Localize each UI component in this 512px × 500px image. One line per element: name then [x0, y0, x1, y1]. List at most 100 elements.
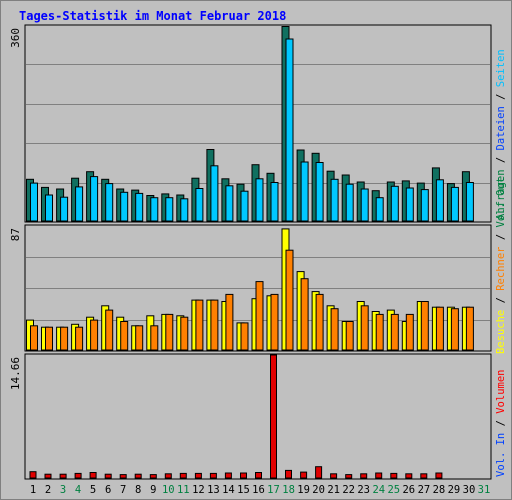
middle-bar-rechner	[420, 301, 429, 351]
middle-bar-rechner	[135, 325, 144, 351]
bottom-bar-volumen	[194, 472, 202, 479]
bottom-bar-volumen	[390, 472, 398, 479]
day-label: 17	[267, 484, 280, 496]
day-label: 12	[192, 484, 205, 496]
top-bar-seiten	[165, 197, 174, 222]
day-label: 8	[135, 484, 141, 496]
day-label: 19	[297, 484, 310, 496]
top-y-max-label: 360	[9, 28, 22, 48]
legend-separator: /	[495, 291, 507, 310]
middle-bar-rechner	[285, 249, 294, 351]
top-bar-seiten	[75, 186, 84, 222]
bottom-bar-volumen	[104, 473, 112, 479]
top-bar-seiten	[45, 194, 53, 222]
day-label: 26	[402, 484, 415, 496]
middle-bar-rechner	[345, 321, 354, 351]
bottom-legend: Vol. In / Volumen	[495, 370, 507, 478]
top-bar-seiten	[390, 185, 399, 222]
top-bar-seiten	[420, 189, 429, 222]
top-bar-seiten	[120, 191, 129, 222]
middle-bar-rechner	[90, 319, 99, 351]
legend-separator: /	[495, 150, 507, 169]
legend-item-besuche: Besuche	[495, 310, 507, 354]
bottom-bar-volumen	[149, 474, 157, 479]
legend-item-vol-in: Vol. In	[495, 433, 507, 477]
middle-bar-rechner	[75, 326, 84, 351]
chart-title: Tages-Statistik im Monat Februar 2018	[19, 9, 287, 23]
middle-bar-rechner	[255, 281, 264, 351]
middle-legend: Besuche / Rechner / Vol. Out	[495, 177, 507, 354]
top-bar-seiten	[225, 185, 234, 222]
bottom-bar-volumen	[179, 472, 187, 479]
top-bar-seiten	[285, 38, 294, 222]
day-label: 13	[207, 484, 220, 496]
day-label: 11	[177, 484, 190, 496]
day-label: 24	[372, 484, 385, 496]
top-bar-seiten	[240, 190, 249, 222]
bottom-bar-volumen	[240, 472, 247, 479]
top-bar-seiten	[315, 162, 324, 222]
bottom-bar-volumen	[345, 474, 353, 479]
middle-bar-rechner	[390, 313, 399, 351]
day-label: 31	[478, 484, 491, 496]
middle-bar-rechner	[330, 308, 339, 351]
bottom-y-max-label: 14.66	[9, 357, 22, 390]
bottom-bar-volumen	[44, 473, 52, 479]
day-label: 15	[237, 484, 250, 496]
middle-bar-rechner	[105, 309, 114, 351]
middle-bar-rechner	[60, 326, 69, 351]
middle-bar-rechner	[165, 313, 174, 351]
top-bar-seiten	[90, 176, 99, 222]
legend-separator: /	[495, 87, 507, 106]
legend-item-rechner: Rechner	[495, 247, 507, 291]
bottom-bar-volumen	[300, 471, 308, 479]
day-label: 30	[463, 484, 476, 496]
day-label: 16	[252, 484, 265, 496]
day-label: 27	[418, 484, 431, 496]
middle-bar-rechner	[300, 278, 309, 351]
bottom-bar-volumen	[405, 473, 413, 479]
top-bar-seiten	[450, 186, 459, 222]
middle-bar-rechner	[225, 293, 234, 351]
middle-bar-rechner	[180, 316, 189, 351]
legend-item-anfragen: Anfragen	[495, 169, 507, 220]
day-label: 5	[90, 484, 96, 496]
bottom-panel-frame	[24, 353, 492, 480]
legend-separator: /	[495, 228, 507, 247]
middle-bar-rechner	[30, 325, 38, 351]
middle-bar-rechner	[195, 299, 204, 351]
top-bar-seiten	[105, 183, 114, 222]
middle-bar-rechner	[315, 293, 324, 351]
day-label: 2	[45, 484, 51, 496]
legend-item-seiten: Seiten	[495, 49, 507, 87]
top-bar-seiten	[330, 178, 339, 222]
bottom-bar-volumen	[74, 472, 82, 479]
bottom-bar-volumen	[119, 474, 127, 479]
day-label: 7	[120, 484, 126, 496]
bottom-bar-volumen	[375, 472, 383, 479]
bottom-bar-volumen	[270, 354, 277, 479]
top-bar-seiten	[135, 192, 144, 222]
bottom-bar-volumen	[285, 469, 292, 479]
day-label: 22	[342, 484, 355, 496]
middle-bar-rechner	[375, 313, 384, 351]
legend-item-dateien: Dateien	[495, 106, 507, 150]
day-label: 9	[150, 484, 156, 496]
day-label: 10	[162, 484, 175, 496]
bottom-bar-volumen	[89, 472, 97, 479]
middle-bar-rechner	[405, 313, 414, 351]
bottom-bar-volumen	[330, 473, 338, 479]
top-bar-seiten	[255, 178, 264, 222]
middle-bar-rechner	[450, 308, 459, 351]
top-bar-seiten	[180, 198, 189, 222]
middle-bar-rechner	[465, 306, 474, 351]
top-bar-seiten	[345, 183, 354, 222]
legend-item-volumen: Volumen	[495, 370, 507, 414]
bottom-bar-volumen	[224, 472, 232, 479]
day-label: 6	[105, 484, 111, 496]
top-bar-seiten	[210, 165, 219, 222]
top-bar-seiten	[30, 182, 38, 222]
top-bar-seiten	[360, 188, 369, 222]
middle-bar-rechner	[150, 325, 159, 351]
